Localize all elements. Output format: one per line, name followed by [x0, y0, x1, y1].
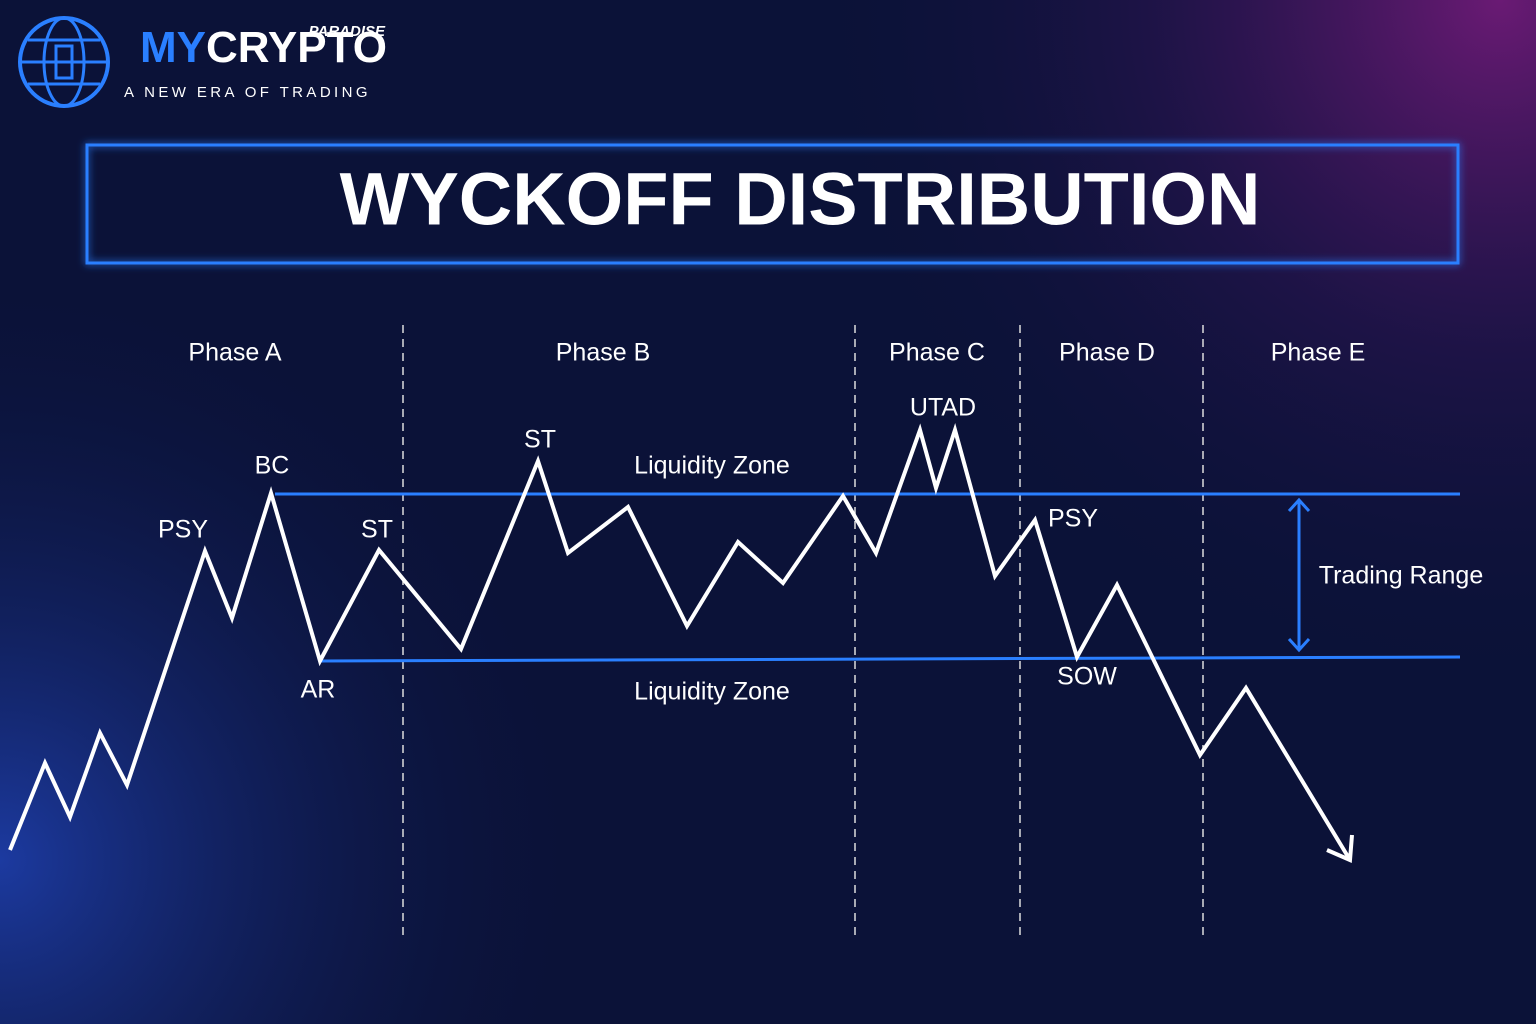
zone-label: Liquidity Zone: [634, 452, 790, 480]
phase-label: Phase D: [1059, 339, 1155, 367]
logo-brand-main: CRYPTO: [206, 23, 387, 72]
event-label: ST: [361, 516, 393, 544]
logo: MYCRYPTO PARADISE A NEW ERA OF TRADING: [18, 16, 387, 108]
phase-label: Phase B: [556, 339, 651, 367]
phase-dividers: [402, 325, 1204, 940]
event-label: AR: [301, 676, 336, 704]
phase-label: Phase C: [889, 339, 985, 367]
range-arrow: [1287, 497, 1311, 653]
zone-label: Liquidity Zone: [634, 678, 790, 706]
range-label: Trading Range: [1319, 562, 1483, 590]
event-label: PSY: [1048, 505, 1098, 533]
phase-label: Phase A: [188, 339, 281, 367]
logo-brand: MYCRYPTO: [140, 23, 387, 72]
price-path: [8, 423, 1352, 862]
event-label: UTAD: [910, 394, 976, 422]
logo-tagline: A NEW ERA OF TRADING: [124, 84, 371, 101]
logo-candle: [54, 44, 74, 80]
event-label: ST: [524, 426, 556, 454]
price-arrowhead: [1326, 834, 1354, 863]
logo-tag: PARADISE: [309, 23, 386, 40]
logo-brand-prefix: MY: [140, 23, 206, 72]
event-label: PSY: [158, 516, 208, 544]
event-label: BC: [255, 452, 290, 480]
range-bottom: [319, 655, 1461, 663]
event-label: SOW: [1057, 663, 1117, 691]
title: WYCKOFF DISTRIBUTION: [340, 158, 1261, 241]
phase-label: Phase E: [1271, 339, 1366, 367]
title-box: [85, 143, 1460, 265]
